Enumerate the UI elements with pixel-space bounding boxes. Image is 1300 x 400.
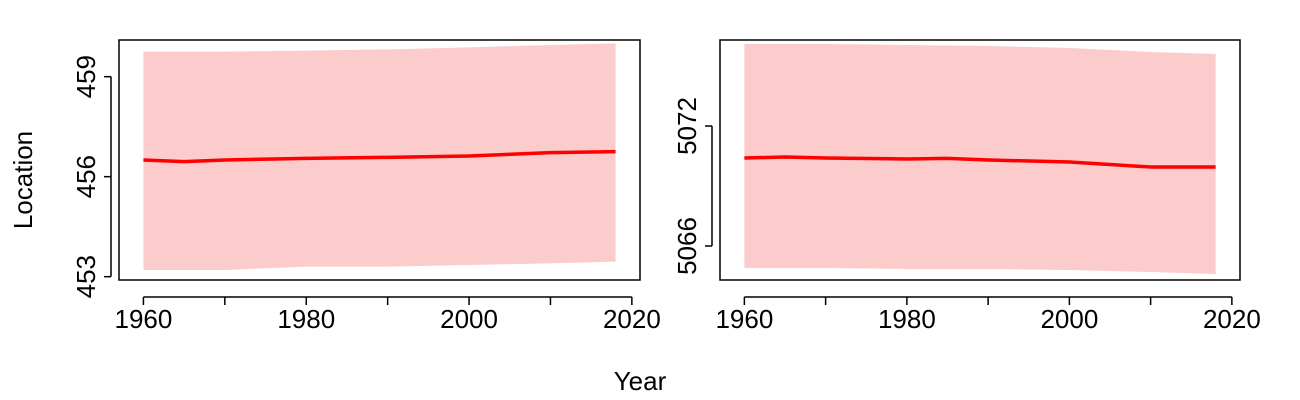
y-tick-label: 456 [71,155,101,198]
x-tick-label: 2020 [1203,304,1261,334]
chart-panel-location-1: 1960 1980 2000 2020 453 456 459 [71,39,661,334]
x-tick-label: 1960 [115,304,173,334]
x-tick-label: 1960 [715,304,773,334]
y-tick-label: 5072 [672,97,702,155]
x-tick-label: 2000 [440,304,498,334]
series-line [143,149,616,164]
y-axis-label: Location [8,131,38,229]
y-tick-label: 5066 [672,217,702,275]
y-tick-label: 453 [71,255,101,298]
y-tick-label: 459 [71,55,101,98]
x-tick-label: 1980 [878,304,936,334]
chart-panel-location-2: 1960 1980 2000 2020 5066 5072 [672,39,1261,334]
plot-frame [719,39,1241,281]
x-tick-label: 1980 [277,304,335,334]
plot-frame [118,39,641,281]
x-tick-label: 2000 [1040,304,1098,334]
x-tick-label: 2020 [603,304,661,334]
series-line [744,155,1216,169]
x-axis-label: Year [614,366,667,396]
